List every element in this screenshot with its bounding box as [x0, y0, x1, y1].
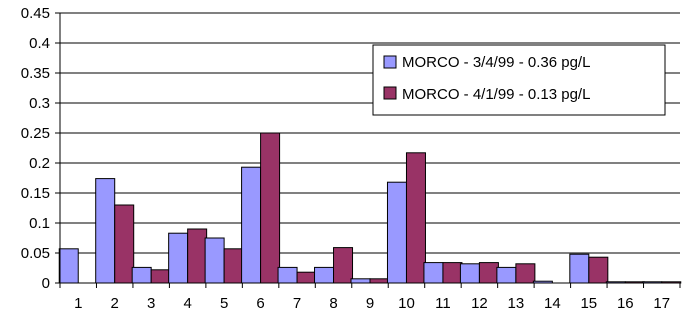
bar-series-1-cat-7 [277, 266, 298, 284]
bar-series-1-cat-15 [569, 253, 590, 284]
bar-series-2-cat-6 [260, 132, 281, 284]
bar-series-1-cat-1 [58, 248, 79, 284]
x-tick-label: 1 [74, 295, 82, 312]
bar-series-2-cat-2 [114, 204, 135, 284]
bar-series-2-cat-11 [442, 262, 463, 284]
x-tick-label: 7 [293, 295, 301, 312]
x-tick-label: 13 [508, 295, 525, 312]
bar-series-1-cat-5 [204, 237, 225, 284]
bar-series-2-cat-12 [478, 262, 499, 284]
y-tick-label: 0.25 [21, 125, 50, 142]
x-tick-label: 8 [329, 295, 337, 312]
bar-series-2-cat-3 [150, 269, 171, 284]
bar-series-1-cat-12 [459, 263, 480, 284]
y-tick-label: 0.05 [21, 245, 50, 262]
legend-swatch-series-2 [383, 86, 397, 100]
bar-series-1-cat-13 [496, 266, 517, 284]
x-tick-label: 11 [435, 295, 451, 312]
legend-label-series-1: MORCO - 3/4/99 - 0.36 pg/L [402, 54, 590, 71]
bar-series-2-cat-9 [369, 278, 390, 284]
x-tick-label: 4 [183, 295, 191, 312]
y-tick-label: 0.35 [21, 65, 50, 82]
legend-box [372, 44, 666, 116]
bar-series-1-cat-9 [350, 278, 371, 284]
legend-swatch-series-1 [383, 55, 397, 69]
bar-series-1-cat-3 [131, 266, 152, 284]
bar-series-2-cat-5 [223, 248, 244, 284]
bar-series-1-cat-6 [241, 166, 262, 284]
x-tick-label: 6 [256, 295, 264, 312]
y-tick-label: 0 [42, 275, 50, 292]
bars [58, 132, 682, 284]
x-tick-label: 16 [617, 295, 634, 312]
y-tick-labels: 0 0.05 0.1 0.15 0.2 0.25 0.3 0.35 0.4 0.45 [21, 5, 50, 292]
axes [55, 12, 681, 288]
bar-series-1-cat-2 [95, 178, 116, 284]
y-tick-label: 0.3 [29, 95, 50, 112]
x-tick-label: 12 [471, 295, 488, 312]
x-tick-label: 9 [366, 295, 374, 312]
bar-series-2-cat-8 [333, 247, 354, 284]
x-tick-label: 14 [544, 295, 561, 312]
bar-series-2-cat-10 [405, 152, 426, 284]
bar-series-2-cat-13 [515, 263, 536, 284]
bar-series-2-cat-7 [296, 271, 317, 284]
bar-series-2-cat-4 [187, 228, 208, 284]
x-tick-label: 15 [580, 295, 597, 312]
y-tick-label: 0.2 [29, 155, 50, 172]
legend: MORCO - 3/4/99 - 0.36 pg/L MORCO - 4/1/9… [372, 44, 666, 116]
legend-label-series-2: MORCO - 4/1/99 - 0.13 pg/L [402, 86, 590, 103]
bar-series-1-cat-11 [423, 262, 444, 284]
x-tick-label: 3 [147, 295, 155, 312]
x-tick-label: 17 [653, 295, 670, 312]
y-tick-label: 0.15 [21, 185, 50, 202]
x-tick-labels: 1 2 3 4 5 6 7 8 9 10 11 12 13 14 15 16 17 [74, 295, 670, 312]
bar-series-1-cat-10 [386, 181, 407, 284]
y-tick-label: 0.1 [29, 215, 50, 232]
x-tick-label: 10 [398, 295, 415, 312]
y-tick-label: 0.45 [21, 5, 50, 22]
bar-series-2-cat-15 [588, 256, 609, 284]
gridlines [60, 12, 680, 254]
x-tick-label: 2 [111, 295, 119, 312]
bar-series-1-cat-8 [314, 266, 335, 284]
x-tick-label: 5 [220, 295, 228, 312]
y-tick-label: 0.4 [29, 35, 50, 52]
bar-series-1-cat-4 [168, 232, 189, 284]
